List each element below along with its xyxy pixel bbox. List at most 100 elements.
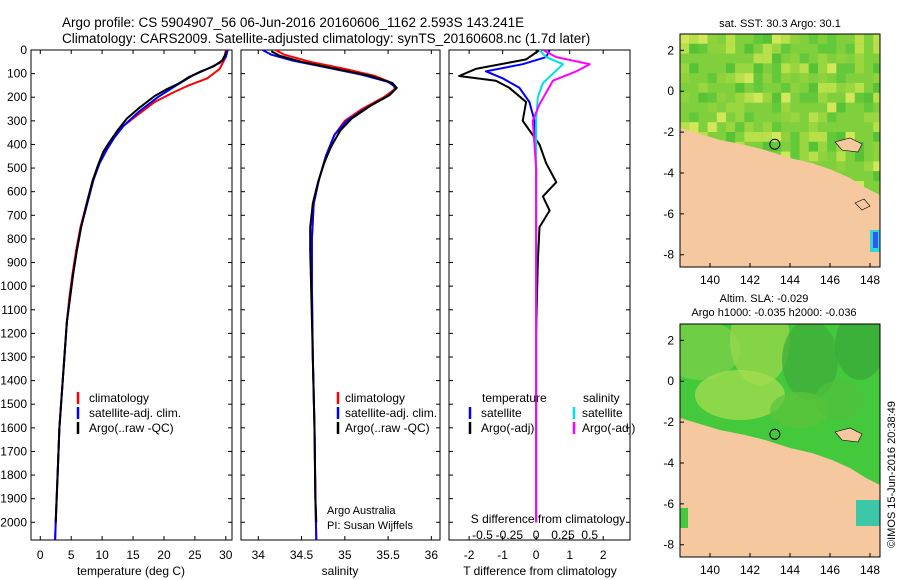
lon-tick-label: 148 — [860, 563, 880, 577]
sst-cell — [845, 63, 855, 74]
header-line-1: Argo profile: CS 5904907_56 06-Jun-2016 … — [62, 15, 524, 30]
sst-cell — [753, 92, 763, 103]
sla-map-subtitle: Argo h1000: -0.035 h2000: -0.036 — [691, 307, 856, 319]
sst-cell — [790, 151, 800, 162]
new-britain-island — [834, 137, 863, 153]
sst-cell — [827, 112, 837, 123]
s-diff-tick-label: 0 — [533, 528, 540, 542]
sst-cell — [753, 53, 763, 64]
sst-cell — [836, 161, 846, 172]
sst-cell — [698, 92, 708, 103]
sst-cell — [726, 132, 736, 142]
lat-tick-label: -4 — [663, 456, 674, 470]
sst-cell — [716, 43, 726, 54]
sst-cell — [836, 132, 846, 142]
lon-tick-label: 146 — [820, 273, 840, 287]
depth-tick-label: 200 — [7, 90, 27, 104]
sst-cell — [827, 34, 837, 44]
salinity-plot-frame — [240, 49, 441, 541]
s-diff-tick-label: 0.25 — [551, 528, 575, 542]
sst-cell — [836, 63, 846, 74]
sst-cell — [799, 151, 809, 162]
sst-cell — [726, 34, 736, 44]
sst-cell — [864, 92, 874, 103]
sst-map-canvas — [680, 34, 880, 267]
difference-xlabel: T difference from climatology — [463, 564, 617, 578]
principal-investigator: PI: Susan Wijffels — [327, 520, 413, 532]
depth-tick-label: 300 — [7, 114, 27, 128]
sst-cell — [836, 53, 846, 64]
sst-cell — [799, 53, 809, 64]
sst-cell — [827, 102, 837, 113]
depth-tick-label: 700 — [7, 208, 27, 222]
x-tick-label: 5 — [68, 548, 75, 562]
difference-plot-frame — [448, 49, 631, 541]
sst-cell — [854, 92, 864, 103]
argo-location-marker — [769, 138, 781, 150]
imos-credit: ©IMOS 15-Jun-2016 20:38:49 — [886, 401, 898, 548]
sst-cell — [744, 73, 754, 83]
sst-cell — [735, 83, 745, 93]
depth-tick-label: 0 — [20, 43, 27, 57]
legend-argo-label: Argo(..raw -QC) — [89, 421, 174, 435]
x-tick-label: -1 — [497, 548, 508, 562]
sst-cell — [772, 122, 782, 132]
sst-cell — [735, 112, 745, 123]
sst-cell — [735, 73, 745, 83]
sst-cell — [818, 112, 828, 123]
coastal-green-strip — [680, 508, 688, 528]
sla-blob — [695, 370, 785, 420]
sst-cell — [762, 141, 772, 152]
header-line-2: Climatology: CARS2009. Satellite-adjuste… — [62, 31, 590, 46]
legend-temperature-argo-label: Argo(-adj) — [481, 421, 534, 435]
sst-cell — [845, 83, 855, 93]
salinity-xlabel: salinity — [322, 564, 359, 578]
salinity-legend: climatology satellite-adj. clim. Argo(..… — [336, 391, 437, 435]
depth-tick-label: 1600 — [0, 421, 27, 435]
sst-cell — [873, 161, 880, 172]
sst-cell — [762, 34, 772, 44]
legend-salinity-argo-label: Argo(-adj) — [582, 421, 635, 435]
sst-cell — [707, 102, 717, 113]
sst-cell — [680, 63, 690, 74]
sst-cell — [790, 132, 800, 142]
x-tick-label: 35.5 — [376, 548, 400, 562]
depth-axis-labels: 0 100 200 300 400 500 600 700 800 900 1000 1100 1200… — [0, 43, 27, 529]
lon-tick-label: 140 — [700, 273, 720, 287]
sst-cell — [790, 63, 800, 74]
island-south-east — [854, 198, 871, 211]
depth-tick-label: 1100 — [1, 303, 27, 317]
float-operator: Argo Australia — [327, 505, 396, 517]
sst-cell — [854, 53, 864, 64]
series-line-climatology — [275, 50, 396, 540]
sst-cell — [735, 92, 745, 103]
sst-cell — [781, 83, 791, 93]
new-guinea-landmass — [680, 128, 880, 267]
sst-cell — [772, 102, 782, 113]
legend-climatology-label: climatology — [345, 391, 405, 405]
sst-cell — [735, 102, 745, 113]
temperature-panel: 0 5 10 15 20 25 30 temperature (deg C) climato… — [30, 49, 233, 578]
sla-map-canvas — [680, 324, 880, 557]
s-difference-tick-labels: -0.5 -0.25 0 0.25 0.5 — [472, 528, 598, 542]
sla-map-panel: Altim. SLA: -0.029 Argo h1000: -0.035 h2… — [663, 293, 881, 577]
new-britain-island — [834, 427, 863, 443]
difference-legend: temperature satellite Argo(-adj) salinit… — [468, 391, 635, 435]
sla-blob — [815, 380, 865, 420]
sst-cell — [854, 43, 864, 54]
series-line-satellite-adj-clim- — [54, 50, 229, 540]
series-line-salinity-argo-adj- — [531, 50, 591, 523]
sst-cell — [772, 53, 782, 64]
x-tick-label: 2 — [600, 548, 607, 562]
sst-cell — [689, 34, 699, 44]
lon-tick-label: 140 — [700, 563, 720, 577]
sst-cell — [845, 92, 855, 103]
sst-cell — [762, 132, 772, 142]
sst-cell — [818, 151, 828, 162]
depth-tick-label: 1800 — [0, 468, 27, 482]
sst-cell — [707, 43, 717, 54]
x-tick-label: 15 — [126, 548, 140, 562]
sla-blob — [680, 324, 740, 380]
x-tick-label: 30 — [219, 548, 233, 562]
depth-tick-label: 900 — [7, 256, 27, 270]
